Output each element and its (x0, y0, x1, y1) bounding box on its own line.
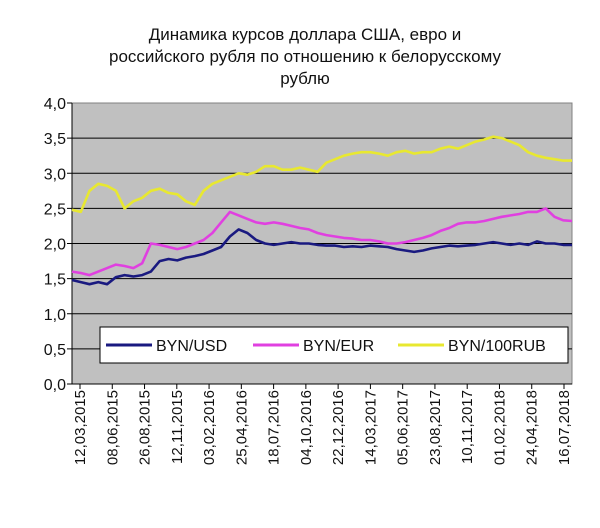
y-tick-label: 4,0 (44, 96, 66, 113)
legend-label: BYN/USD (156, 338, 227, 355)
x-tick-label: 01,02,2018 (491, 390, 508, 465)
series-line-byn-usd (71, 228, 572, 286)
x-tick-label: 05,06,2017 (395, 390, 412, 465)
x-tick-label: 10,11,2017 (459, 390, 476, 464)
y-tick-label: 0,0 (44, 377, 66, 394)
y-tick-label: 2,0 (44, 237, 66, 254)
x-tick-label: 08,06,2015 (104, 390, 121, 465)
legend-box (99, 326, 569, 364)
y-tick-label: 1,0 (44, 307, 66, 324)
x-tick-label: 12,11,2015 (169, 390, 186, 464)
chart-title-line-1: Динамика курсов доллара США, евро и (148, 25, 462, 44)
x-tick-label: 03,02,2016 (201, 390, 218, 465)
y-tick-label: 3,0 (44, 166, 66, 183)
y-tick-label: 3,5 (44, 131, 66, 148)
x-tick-label: 24,04,2018 (524, 390, 541, 465)
x-tick-label: 26,08,2015 (137, 390, 154, 465)
y-tick-label: 1,5 (44, 272, 66, 289)
x-tick-label: 04,10,2016 (298, 390, 315, 465)
series-line-byn-100rub (71, 135, 572, 214)
x-tick-label: 16,07,2018 (556, 390, 573, 465)
x-tick-label: 18,07,2016 (266, 390, 283, 465)
y-tick-label: 2,5 (44, 201, 66, 218)
x-tick-label: 22,12,2016 (330, 390, 347, 465)
chart-title: Динамика курсов доллара США, евро и росс… (60, 24, 550, 90)
legend-label: BYN/EUR (303, 338, 374, 355)
series-lines (71, 135, 573, 286)
x-tick-label: 12,03,2015 (72, 390, 89, 465)
x-tick-label: 25,04,2016 (233, 390, 250, 465)
legend: BYN/USD BYN/EUR BYN/100RUB (99, 326, 569, 364)
x-axis-ticks: 12,03,2015 08,06,2015 26,08,2015 12,11,2015… (72, 383, 573, 465)
x-tick-label: 14,03,2017 (362, 390, 379, 465)
y-axis-ticks: 0,0 0,5 1,0 1,5 2,0 2,5 3,0 3,5 4,0 (44, 96, 73, 394)
chart-title-line-2: российского рубля по отношению к белорус… (108, 47, 501, 66)
x-tick-label: 23,08,2017 (427, 390, 444, 465)
chart-title-line-3: рублю (280, 69, 330, 88)
series-line-byn-eur (71, 207, 573, 277)
y-tick-label: 0,5 (44, 342, 66, 359)
legend-label: BYN/100RUB (448, 338, 546, 355)
